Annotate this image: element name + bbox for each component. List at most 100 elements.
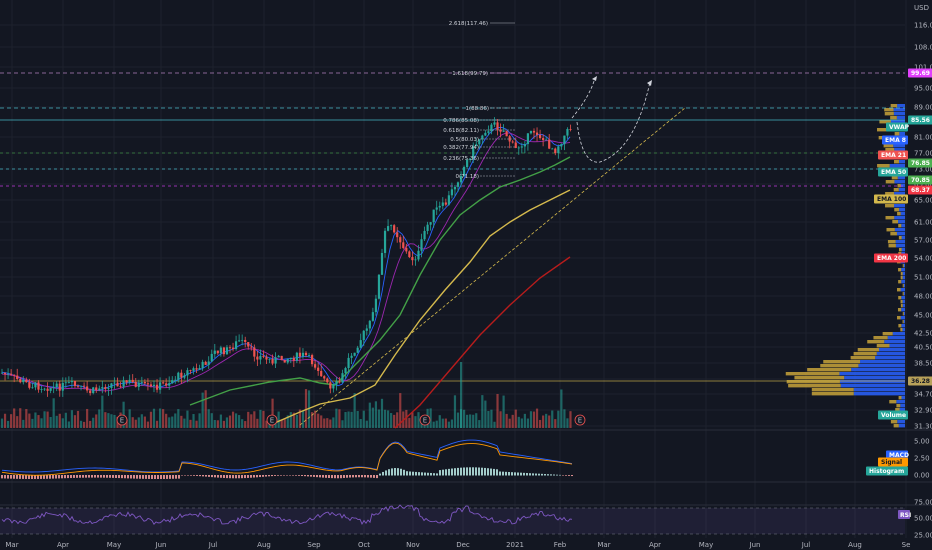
candle-body <box>560 144 563 147</box>
volume-profile-bar <box>892 220 899 224</box>
volume-bar <box>76 410 80 428</box>
volume-bar <box>79 420 83 428</box>
macd-histogram-bar <box>196 475 198 476</box>
candle-body <box>466 159 469 168</box>
price-axis[interactable]: 116.00 108.00 101.00 95.00 89.00 81.00 77.00 73… <box>914 22 932 431</box>
macd-histogram-bar <box>463 467 465 476</box>
candle-body <box>149 384 153 386</box>
macd-histogram-bar <box>271 475 273 477</box>
macd-histogram-bar <box>436 473 438 476</box>
candle-body <box>402 242 405 248</box>
candle-body <box>231 347 235 349</box>
price-tick-label: 73.00 <box>914 166 932 174</box>
macd-histogram-bar <box>373 475 375 478</box>
volume-bar <box>165 413 168 428</box>
time-tick-label: Jun <box>749 541 761 549</box>
macd-histogram-bar <box>418 472 420 476</box>
volume-profile-bar <box>875 356 905 360</box>
earnings-marker-icon <box>574 414 586 426</box>
volume-profile-bar <box>785 372 840 376</box>
rsi-line <box>1 504 573 526</box>
candle-body <box>459 175 463 183</box>
macd-histogram-bar <box>520 472 522 476</box>
candle-body <box>359 340 362 348</box>
rsi-tick-label: 25.00 <box>914 532 932 540</box>
price-tag <box>874 194 908 204</box>
macd-histogram-bar <box>163 475 165 479</box>
volume-profile-bar <box>897 316 901 320</box>
candle-body <box>545 139 548 141</box>
volume-profile-bar <box>839 372 905 376</box>
candle-body <box>165 383 168 386</box>
price-tag-label: 99.69 <box>911 70 930 77</box>
volume-profile-bar <box>894 192 905 196</box>
volume-bar <box>399 393 402 428</box>
volume-profile-bar <box>897 420 905 424</box>
macd-histogram-bar <box>31 475 33 479</box>
macd-histogram-bar <box>208 475 210 477</box>
candle-body <box>216 350 219 354</box>
candle-body <box>180 372 183 378</box>
macd-histogram-bar <box>106 475 108 478</box>
volume-bar <box>225 417 229 428</box>
candle-body <box>526 133 530 145</box>
time-axis[interactable]: Mar Apr May Jun Jul Aug Sep Oct Nov Dec 2021 Feb Mar… <box>5 541 910 549</box>
currency-label: USD <box>914 4 929 12</box>
macd-histogram-bar <box>457 467 459 476</box>
earnings-marker-label: E <box>423 417 427 425</box>
volume-bar <box>332 417 335 428</box>
volume-bar <box>58 413 61 428</box>
volume-profile-bar <box>898 396 902 400</box>
macd-histogram-bar <box>427 472 429 476</box>
macd-histogram-bar <box>193 475 195 476</box>
candle-body <box>177 372 180 380</box>
candle-body <box>244 339 247 343</box>
volume-bar <box>344 412 347 428</box>
price-tick-label: 89.00 <box>914 104 932 112</box>
volume-profile-bar <box>811 392 854 396</box>
macd-histogram-bar <box>79 475 81 478</box>
volume-profile-bar <box>786 380 840 384</box>
macd-histogram-bar <box>400 468 402 476</box>
time-tick-label: Mar <box>597 541 610 549</box>
volume-profile-bar <box>902 264 904 268</box>
macd-histogram-bar <box>274 475 276 476</box>
volume-profile-bar <box>897 308 902 312</box>
price-tag-label: VWAP <box>889 124 910 131</box>
fib-label: 1.618(99.79) <box>452 71 488 77</box>
price-tick-label: 34.70 <box>914 391 932 399</box>
candle-body <box>444 202 447 205</box>
candle-body <box>499 129 502 132</box>
volume-bar <box>13 408 16 428</box>
volume-profile-bar <box>877 164 890 168</box>
volume-profile-bar <box>820 364 859 368</box>
macd-histogram-bar <box>391 468 393 476</box>
candle-body <box>241 339 244 341</box>
macd-histogram-bar <box>322 475 324 478</box>
volume-bar <box>67 421 70 428</box>
macd-histogram-bar <box>88 475 90 478</box>
volume-bar <box>310 412 314 428</box>
candle-body <box>210 353 213 362</box>
candle-body <box>490 124 493 132</box>
volume-profile-bar <box>901 396 905 400</box>
candlesticks[interactable] <box>0 117 572 397</box>
volume-bar <box>6 420 10 428</box>
macd-histogram-bar <box>442 469 444 476</box>
candle-body <box>280 355 283 361</box>
candle-body <box>158 382 162 390</box>
macd-tag-label: Histogram <box>869 468 904 475</box>
rsi-pane[interactable]: 75.00 50.00 25.00 RSI <box>0 499 932 540</box>
volume-profile-bar <box>890 120 905 124</box>
macd-histogram-bar <box>511 472 513 476</box>
macd-histogram-bar <box>355 475 357 478</box>
horizontal-levels[interactable] <box>0 72 905 382</box>
fibonacci-retracement[interactable]: 2.618(117.46) 1.618(99.79) 1(88.86) 0.786(8… <box>443 21 515 180</box>
candle-body <box>441 202 444 206</box>
projection-drawings[interactable] <box>299 76 686 426</box>
volume-profile-bar <box>890 232 897 236</box>
